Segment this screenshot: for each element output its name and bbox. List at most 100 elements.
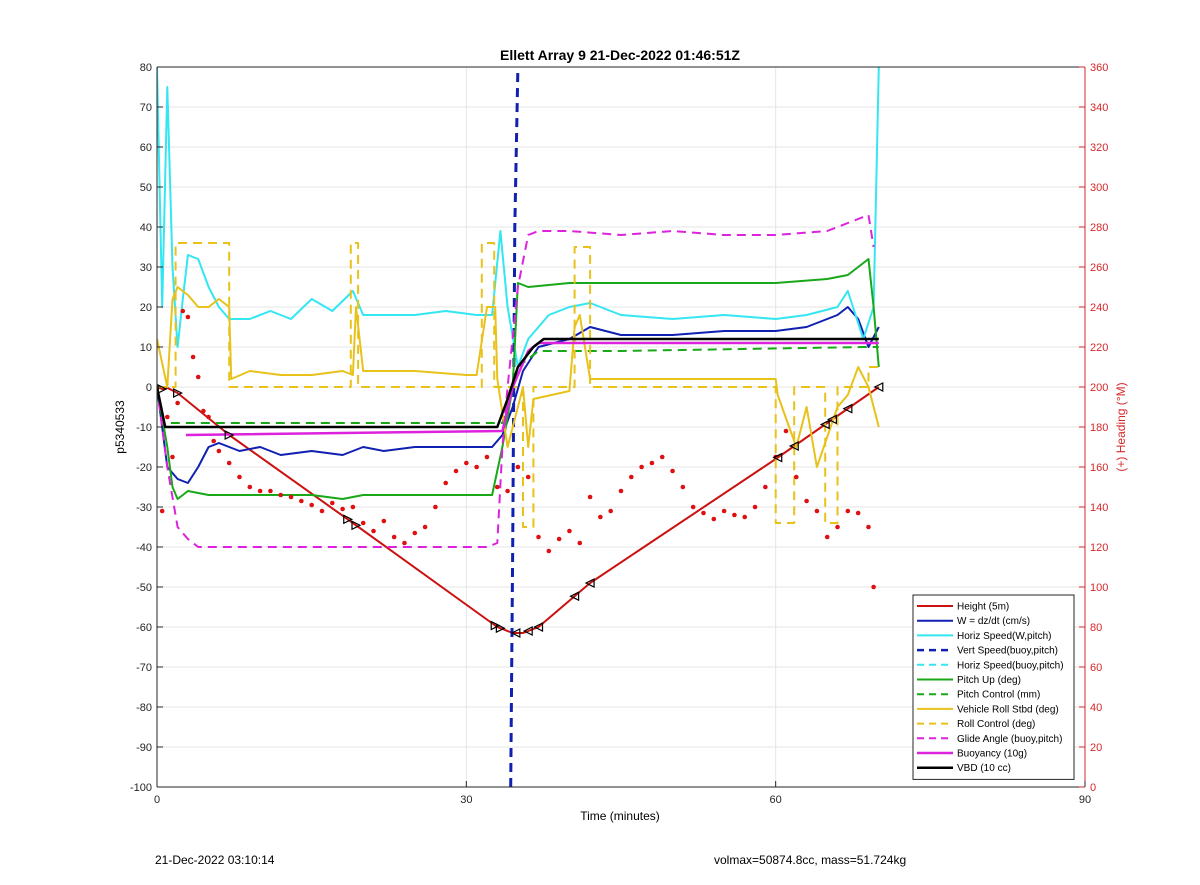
- height-markers: [157, 382, 884, 638]
- y2-tick-label: 40: [1090, 702, 1102, 714]
- height-marker: [490, 620, 501, 631]
- heading-point: [433, 504, 438, 510]
- heading-point: [484, 454, 490, 460]
- x-tick-label: 30: [460, 794, 472, 806]
- y-tick-label: -30: [136, 502, 152, 514]
- heading-point: [742, 514, 748, 520]
- legend-label: Height (5m): [957, 602, 1009, 613]
- heading-point: [170, 454, 175, 460]
- y2-tick-label: 300: [1090, 182, 1108, 194]
- heading-point: [453, 468, 459, 474]
- heading-point: [824, 534, 830, 540]
- y2-tick-label: 140: [1090, 502, 1108, 514]
- y2-tick-label: 220: [1090, 342, 1108, 354]
- heading-point: [608, 508, 613, 514]
- heading-point: [505, 488, 510, 494]
- y2-tick-label: 160: [1090, 462, 1108, 474]
- height-marker: [510, 628, 521, 638]
- heading-point: [402, 540, 407, 546]
- heading-point: [814, 508, 820, 514]
- y-tick-label: 20: [140, 302, 152, 314]
- heading-point: [711, 516, 717, 522]
- heading-point: [732, 512, 737, 518]
- y-axis-label: p5340533: [113, 400, 127, 454]
- heading-point: [690, 504, 696, 510]
- series-9-line: [157, 214, 875, 548]
- heading-point: [494, 484, 500, 490]
- height-marker: [842, 403, 853, 414]
- height-marker: [873, 382, 884, 392]
- heading-point: [211, 438, 217, 444]
- y2-tick-label: 20: [1090, 742, 1102, 754]
- y-tick-label: -50: [136, 582, 152, 594]
- heading-point: [391, 534, 397, 540]
- heading-point: [257, 488, 263, 494]
- y2-tick-label: 260: [1090, 262, 1108, 274]
- footer-timestamp: 21-Dec-2022 03:10:14: [155, 853, 275, 867]
- heading-point: [701, 510, 706, 516]
- legend-label: Vehicle Roll Stbd (deg): [957, 704, 1059, 715]
- legend-label: Horiz Speed(buoy,pitch): [957, 660, 1064, 671]
- heading-point: [185, 314, 191, 320]
- heading-point: [866, 524, 871, 530]
- y-tick-label: 70: [140, 102, 152, 114]
- y-tick-label: -70: [136, 662, 152, 674]
- heading-point: [556, 536, 562, 542]
- heading-point: [190, 354, 196, 360]
- legend-label: VBD (10 cc): [957, 763, 1011, 774]
- heading-point: [180, 308, 186, 314]
- heading-point: [340, 506, 345, 512]
- chart-title: Ellett Array 9 21-Dec-2022 01:46:51Z: [500, 47, 740, 63]
- heading-point: [237, 474, 242, 480]
- legend-label: Roll Control (deg): [957, 719, 1035, 730]
- heading-point: [474, 464, 479, 470]
- legend-label: Vert Speed(buoy,pitch): [957, 646, 1058, 657]
- height-marker: [343, 514, 354, 525]
- series-0-line: [157, 386, 880, 634]
- heading-point: [845, 508, 851, 514]
- x-tick-label: 0: [154, 794, 160, 806]
- height-marker: [827, 414, 837, 425]
- heading-point: [268, 488, 273, 494]
- y2-tick-label: 120: [1090, 542, 1108, 554]
- heading-point: [226, 460, 232, 466]
- heading-point: [536, 534, 541, 540]
- y-tick-label: 80: [140, 62, 152, 74]
- y-tick-label: 0: [146, 382, 152, 394]
- heading-point: [804, 498, 809, 504]
- height-marker: [351, 520, 362, 531]
- y-tick-label: 30: [140, 262, 152, 274]
- heading-point: [680, 484, 686, 490]
- footer-volmax-mass: volmax=50874.8cc, mass=51.724kg: [714, 853, 907, 867]
- legend-label: W = dz/dt (cm/s): [957, 616, 1030, 627]
- heading-point: [525, 474, 531, 480]
- y2-tick-label: 340: [1090, 102, 1108, 114]
- y2-tick-label: 320: [1090, 142, 1108, 154]
- heading-point: [195, 374, 201, 380]
- heading-point: [763, 484, 768, 490]
- heading-point: [721, 508, 727, 514]
- heading-point: [639, 464, 644, 470]
- heading-point: [629, 474, 634, 480]
- heading-point: [381, 518, 387, 524]
- heading-point: [412, 530, 418, 536]
- heading-point: [288, 494, 294, 500]
- heading-point: [206, 414, 211, 420]
- height-marker: [224, 430, 235, 440]
- heading-point: [360, 520, 366, 526]
- heading-point: [175, 400, 180, 406]
- heading-point: [201, 408, 206, 414]
- series-1-line: [157, 306, 880, 484]
- heading-point: [835, 524, 840, 530]
- heading-point: [464, 460, 469, 466]
- heading-point: [752, 504, 758, 510]
- height-marker: [522, 626, 533, 636]
- series-11-line: [157, 337, 879, 429]
- x-axis-label: Time (minutes): [580, 809, 660, 823]
- heading-point: [422, 524, 428, 530]
- heading-point: [329, 500, 335, 506]
- y-tick-label: -100: [130, 782, 152, 794]
- y2-tick-label: 100: [1090, 582, 1108, 594]
- heading-point: [443, 480, 449, 486]
- x-tick-label: 90: [1079, 794, 1091, 806]
